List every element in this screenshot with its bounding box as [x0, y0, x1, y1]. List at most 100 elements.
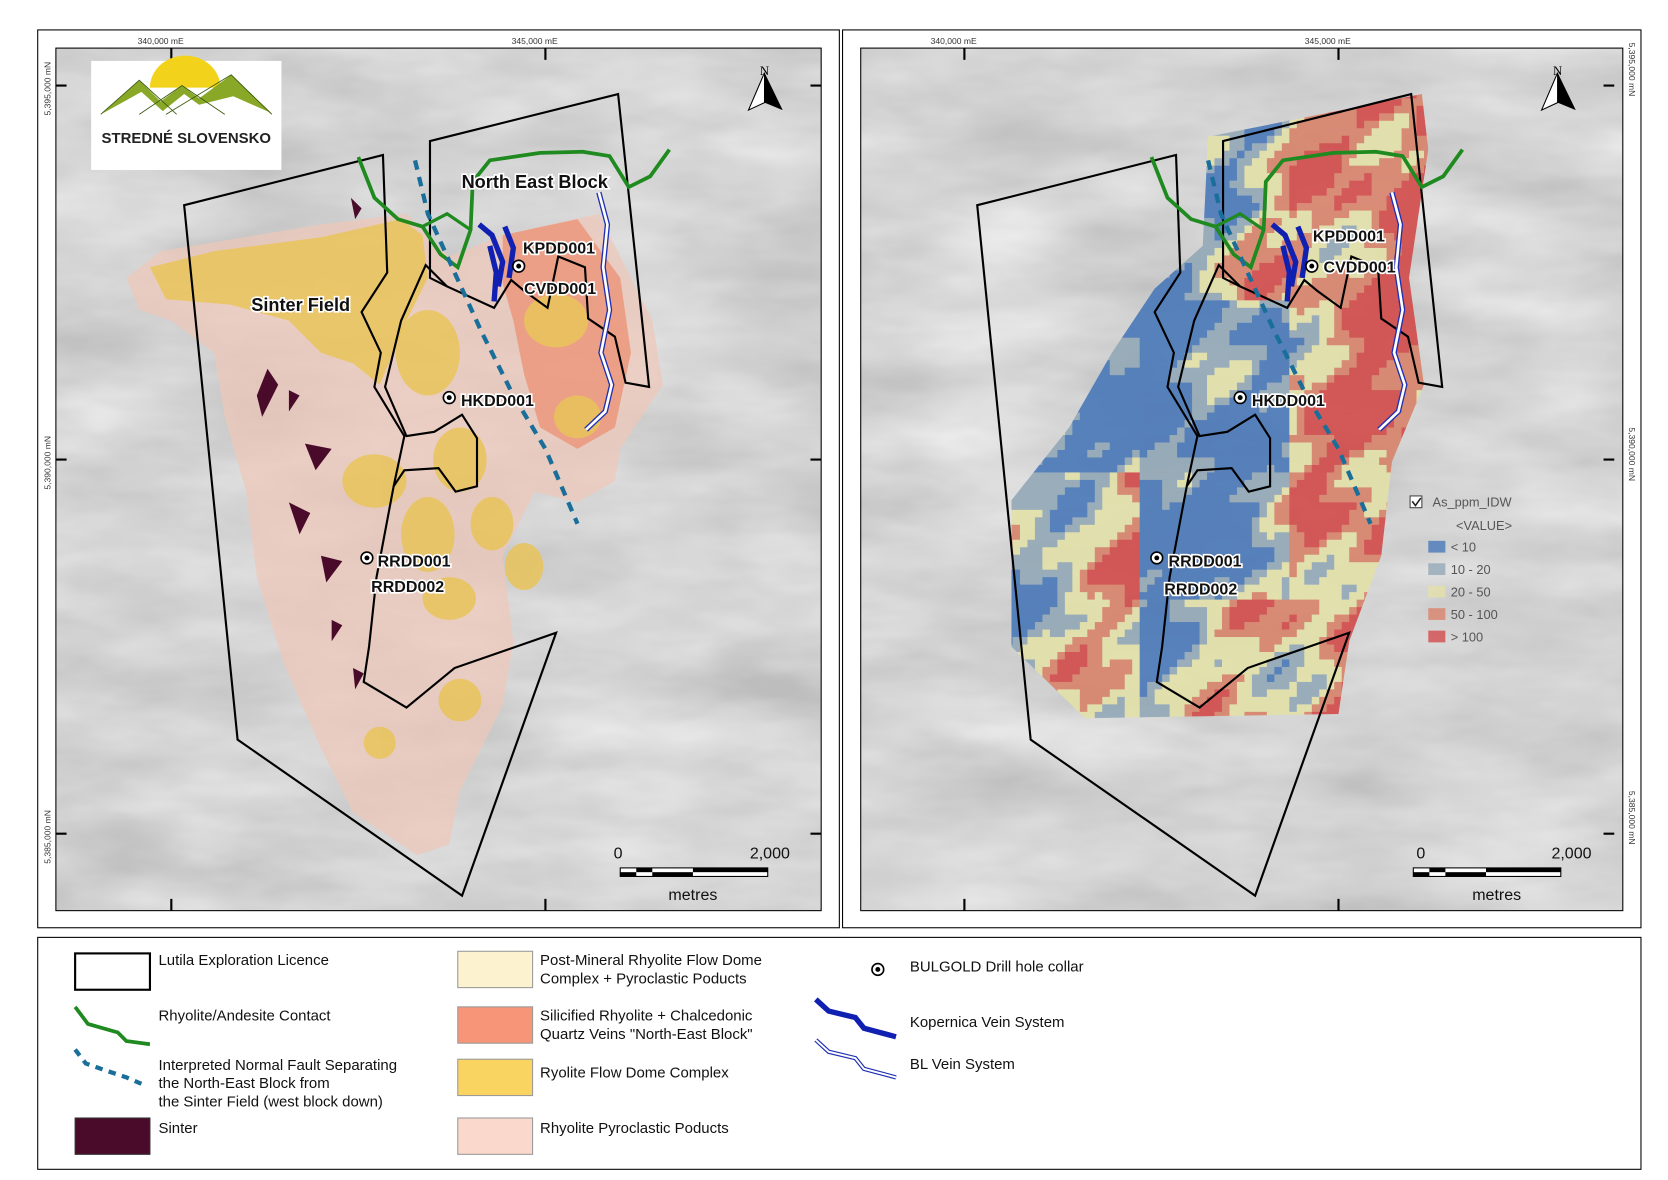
- idw-cell: [1147, 577, 1156, 586]
- idw-cell: [1349, 577, 1358, 586]
- idw-cell: [1192, 472, 1201, 481]
- idw-cell: [1214, 270, 1223, 279]
- idw-cell: [1394, 158, 1403, 167]
- idw-cell: [1124, 577, 1133, 586]
- idw-cell: [1349, 233, 1358, 242]
- idw-cell: [1109, 539, 1118, 548]
- idw-cell: [1184, 607, 1193, 616]
- collar-kpdd001[interactable]: [512, 259, 526, 273]
- idw-cell: [1087, 554, 1096, 563]
- idw-cell: [1154, 367, 1163, 376]
- collar-cvdd001[interactable]: [1305, 259, 1319, 273]
- idw-cell: [1319, 554, 1328, 563]
- idw-cell: [1244, 390, 1253, 399]
- idw-cell: [1154, 345, 1163, 354]
- idw-cell: [1117, 562, 1126, 571]
- idw-cell: [1042, 517, 1051, 526]
- idw-cell: [1356, 599, 1365, 608]
- idw-cell: [1207, 420, 1216, 429]
- idw-cell: [1087, 457, 1096, 466]
- idw-cell: [1266, 277, 1275, 286]
- idw-cell: [1334, 292, 1343, 301]
- idw-cell: [1341, 442, 1350, 451]
- idw-cell: [1199, 352, 1208, 361]
- collar-hkdd001[interactable]: [442, 390, 456, 405]
- idw-cell: [1057, 532, 1066, 541]
- idw-cell: [1207, 539, 1216, 548]
- layer-checkbox[interactable]: [1409, 495, 1423, 509]
- idw-cell: [1027, 539, 1036, 548]
- idw-cell: [1199, 270, 1208, 279]
- idw-cell: [1221, 270, 1231, 279]
- raster-class-label: 10 - 20: [1451, 562, 1491, 577]
- idw-cell: [1281, 681, 1290, 690]
- idw-cell: [1401, 203, 1410, 212]
- idw-cell: [1274, 622, 1283, 631]
- idw-cell: [1274, 629, 1283, 638]
- idw-cell: [1229, 158, 1238, 167]
- idw-cell: [1244, 711, 1253, 719]
- idw-cell: [1311, 180, 1320, 189]
- idw-cell: [1281, 449, 1290, 458]
- idw-cell: [1244, 412, 1253, 421]
- idw-cell: [1221, 352, 1231, 361]
- idw-cell: [1192, 607, 1201, 616]
- idw-cell: [1281, 629, 1290, 638]
- idw-cell: [1184, 382, 1193, 391]
- collar-rrdd001[interactable]: [1150, 551, 1164, 565]
- idw-cell: [1401, 300, 1410, 309]
- idw-cell: [1132, 539, 1141, 548]
- idw-cell: [1364, 218, 1373, 227]
- idw-cell: [1177, 427, 1186, 436]
- idw-cell: [1117, 494, 1126, 503]
- idw-cell: [1199, 584, 1208, 593]
- idw-cell: [1229, 292, 1238, 301]
- idw-cell: [1199, 345, 1208, 354]
- idw-cell: [1229, 539, 1238, 548]
- idw-cell: [1177, 412, 1186, 421]
- idw-cell: [1409, 397, 1418, 406]
- idw-cell: [1221, 539, 1231, 548]
- idw-cell: [1064, 457, 1073, 466]
- idw-cell: [1177, 315, 1186, 324]
- idw-cell: [1229, 375, 1238, 384]
- idw-cell: [1341, 405, 1350, 414]
- idw-cell: [1259, 420, 1268, 429]
- idw-cell: [1244, 704, 1253, 713]
- idw-cell: [1139, 681, 1148, 690]
- idw-cell: [1379, 517, 1388, 526]
- collar-hkdd001[interactable]: [1233, 390, 1247, 405]
- idw-cell: [1364, 143, 1373, 152]
- idw-cell: [1319, 158, 1328, 167]
- idw-cell: [1162, 577, 1171, 586]
- idw-cell: [1236, 352, 1245, 361]
- idw-cell: [1147, 367, 1156, 376]
- idw-cell: [1034, 539, 1043, 548]
- idw-cell: [1057, 614, 1066, 623]
- idw-cell: [1229, 479, 1238, 488]
- idw-cell: [1177, 464, 1186, 473]
- idw-cell: [1304, 674, 1313, 683]
- idw-cell: [1266, 218, 1275, 227]
- collar-rrdd001[interactable]: [360, 551, 374, 565]
- idw-cell: [1207, 569, 1216, 578]
- idw-cell: [1289, 307, 1298, 316]
- idw-cell: [1349, 322, 1358, 331]
- idw-cell: [1034, 562, 1043, 571]
- idw-cell: [1289, 225, 1298, 234]
- idw-cell: [1049, 554, 1058, 563]
- right-map[interactable]: KPDD001 CVDD001 HKDD001 RRDD001 RRDD002 …: [849, 48, 1623, 911]
- idw-cell: [1416, 143, 1425, 152]
- idw-cell: [1296, 143, 1305, 152]
- left-map[interactable]: North East Block Sinter Field KPDD001 CV…: [55, 48, 822, 911]
- idw-cell: [1371, 315, 1380, 324]
- idw-cell: [1326, 292, 1335, 301]
- idw-cell: [1177, 345, 1186, 354]
- idw-cell: [1379, 173, 1388, 182]
- idw-cell: [1281, 412, 1290, 421]
- idw-cell: [1304, 479, 1313, 488]
- idw-cell: [1087, 644, 1096, 653]
- idw-cell: [1311, 322, 1320, 331]
- idw-cell: [1207, 599, 1216, 608]
- idw-cell: [1192, 300, 1201, 309]
